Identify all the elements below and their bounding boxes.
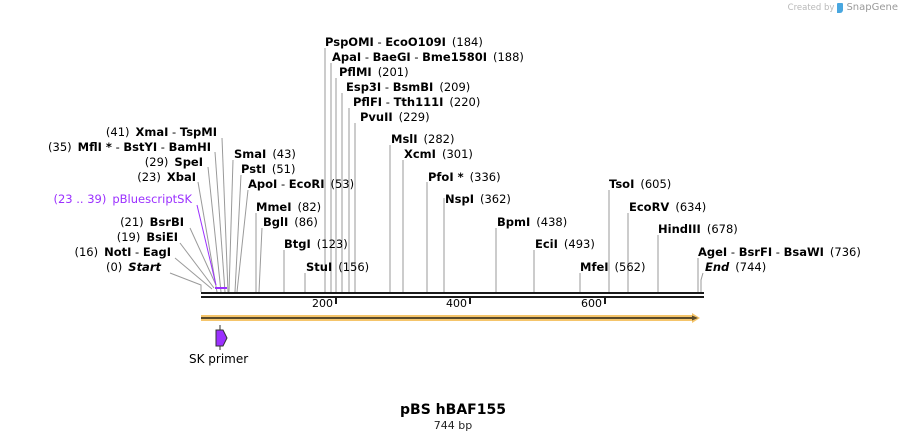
site-btgi[interactable]: BtgI (123) — [284, 237, 348, 251]
ruler-label-600: 600 — [581, 297, 602, 310]
site-pfoi[interactable]: PfoI * (336) — [428, 170, 501, 184]
map-length: 744 bp — [433, 419, 473, 432]
backbone-top-strand — [201, 292, 704, 294]
site-pflfi[interactable]: PflFI - Tth111I (220) — [353, 95, 481, 109]
site-xbai[interactable]: (23) XbaI — [137, 170, 196, 184]
site-spei[interactable]: (29) SpeI — [144, 155, 203, 169]
credit-prefix: Created by — [787, 2, 835, 13]
ruler-label-200: 200 — [312, 297, 333, 310]
site-psti[interactable]: PstI (51) — [241, 162, 296, 176]
site-ecorv[interactable]: EcoRV (634) — [629, 200, 707, 214]
snapgene-logo-icon — [837, 2, 844, 13]
site-stui[interactable]: StuI (156) — [306, 260, 370, 274]
site-mfli[interactable]: (35) MflI * - BstYI - BamHI — [48, 140, 211, 154]
site-msli[interactable]: MslI (282) — [391, 132, 455, 146]
site-pflmi[interactable]: PflMI (201) — [339, 65, 409, 79]
snapgene-credit: Created by SnapGene — [788, 2, 898, 13]
sk-primer-arrow[interactable] — [215, 325, 228, 350]
site-xmai[interactable]: (41) XmaI - TspMI — [105, 125, 217, 139]
site-bgli[interactable]: BglI (86) — [263, 215, 318, 229]
site-mmei[interactable]: MmeI (82) — [256, 200, 322, 214]
tick-600 — [604, 298, 606, 304]
site-start[interactable]: (0) Start — [105, 260, 161, 274]
tick-200 — [335, 298, 337, 304]
site-tsoi[interactable]: TsoI (605) — [609, 177, 672, 191]
orf-arrow[interactable] — [201, 313, 700, 323]
site-xcmi[interactable]: XcmI (301) — [404, 147, 473, 161]
feature-leader — [196, 204, 217, 286]
primer-label: SK primer — [189, 352, 249, 366]
feature-pbluescriptsk[interactable]: (23 .. 39) pBluescriptSK — [53, 192, 192, 206]
site-bsrbi[interactable]: (21) BsrBI — [120, 215, 184, 229]
site-pspomi[interactable]: PspOMI - EcoO109I (184) — [325, 35, 483, 49]
ruler-label-400: 400 — [446, 297, 467, 310]
feature-mark-pbluescriptsk[interactable] — [215, 287, 227, 289]
site-hindiii[interactable]: HindIII (678) — [658, 222, 738, 236]
site-apai[interactable]: ApaI - BaeGI - Bme1580I (188) — [332, 50, 524, 64]
site-end[interactable]: End (744) — [705, 260, 767, 274]
site-esp3i[interactable]: Esp3I - BsmBI (209) — [346, 80, 471, 94]
leader-lines — [169, 48, 704, 293]
site-pvuii[interactable]: PvuII (229) — [360, 110, 430, 124]
site-smai[interactable]: SmaI (43) — [234, 147, 296, 161]
map-title: pBS hBAF155 — [400, 402, 506, 418]
site-nspi[interactable]: NspI (362) — [445, 192, 511, 206]
credit-brand: SnapGene — [846, 2, 898, 13]
site-bsiei[interactable]: (19) BsiEI — [116, 230, 178, 244]
site-ecii[interactable]: EciI (493) — [535, 237, 595, 251]
backbone-bottom-strand — [201, 296, 704, 298]
site-bpmi[interactable]: BpmI (438) — [497, 215, 568, 229]
site-mfei[interactable]: MfeI (562) — [580, 260, 646, 274]
site-apoi[interactable]: ApoI - EcoRI (53) — [248, 177, 355, 191]
site-agei[interactable]: AgeI - BsrFI - BsaWI (736) — [698, 245, 861, 259]
tick-400 — [469, 298, 471, 304]
site-noti[interactable]: (16) NotI - EagI — [74, 245, 171, 259]
